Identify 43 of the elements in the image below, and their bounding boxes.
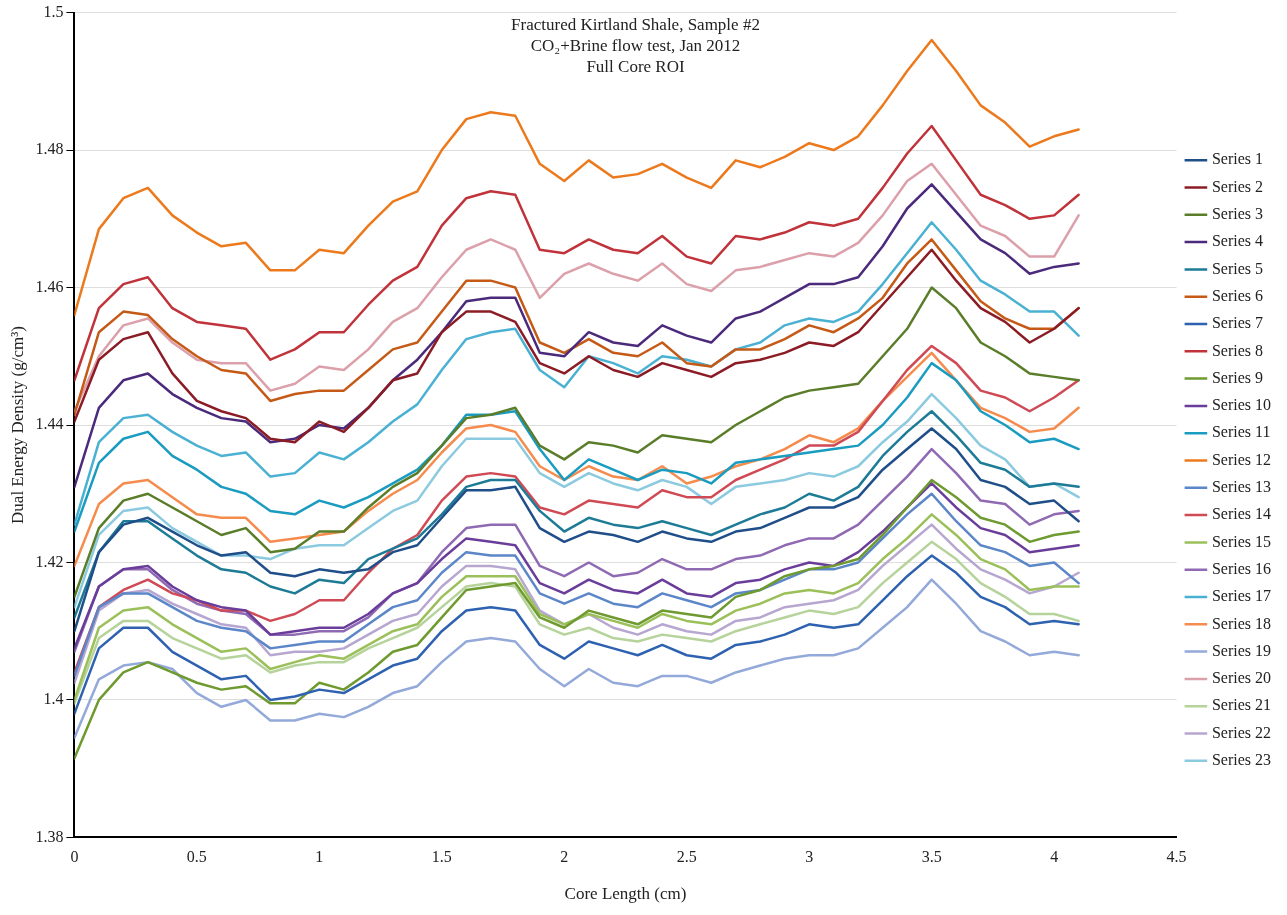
legend-label: Series 23 — [1211, 751, 1272, 768]
x-tick-label: 3 — [805, 848, 814, 866]
legend-label: Series 11 — [1211, 423, 1271, 441]
x-tick-label: 1.5 — [431, 848, 452, 866]
legend-label: Series 7 — [1211, 314, 1264, 332]
x-tick-label: 0 — [70, 848, 79, 866]
y-tick-label: 1.48 — [35, 140, 64, 158]
legend-label: Series 10 — [1211, 396, 1272, 414]
y-tick-label: 1.38 — [35, 827, 64, 845]
y-axis-title: Dual Energy Density (g/cm³) — [7, 326, 27, 524]
x-axis-title: Core Length (cm) — [564, 884, 687, 904]
text: Fractured Kirtland Shale, Sample #2 CO₂+Brine flow test, Jan 2012 Full Core ROI — [511, 14, 760, 76]
x-tick-label: 0.5 — [186, 848, 207, 866]
legend-label: Series 2 — [1211, 177, 1264, 195]
x-tick-label: 1 — [315, 848, 324, 866]
x-tick-label: 2.5 — [676, 848, 697, 866]
legend-label: Series 12 — [1211, 450, 1272, 468]
y-tick-label: 1.44 — [35, 415, 64, 433]
x-tick-label: 4.5 — [1166, 848, 1187, 866]
legend-label: Series 22 — [1211, 723, 1272, 741]
x-tick-label: 4 — [1050, 848, 1059, 866]
legend-label: Series 15 — [1211, 532, 1272, 550]
legend-label: Series 3 — [1211, 205, 1264, 222]
legend-label: Series 21 — [1211, 696, 1272, 714]
legend-label: Series 17 — [1211, 587, 1272, 605]
y-tick-label: 1.5 — [43, 2, 64, 20]
x-tick-label: 3.5 — [921, 848, 942, 866]
legend-label: Series 9 — [1211, 368, 1264, 386]
legend-label: Series 18 — [1211, 614, 1272, 632]
legend-label: Series 19 — [1211, 641, 1272, 659]
legend-label: Series 20 — [1211, 669, 1272, 687]
legend-label: Series 6 — [1211, 286, 1264, 304]
legend-label: Series 16 — [1211, 559, 1272, 577]
legend-label: Series 13 — [1211, 478, 1272, 495]
legend-label: Series 4 — [1211, 232, 1264, 250]
y-tick-label: 1.42 — [35, 552, 64, 570]
legend-label: Series 1 — [1211, 150, 1264, 168]
x-tick-label: 2 — [560, 848, 569, 866]
y-tick-label: 1.4 — [43, 690, 64, 708]
legend-label: Series 14 — [1211, 505, 1272, 523]
y-tick-label: 1.46 — [35, 277, 64, 295]
legend-label: Series 5 — [1211, 259, 1264, 277]
legend-label: Series 8 — [1211, 341, 1264, 359]
